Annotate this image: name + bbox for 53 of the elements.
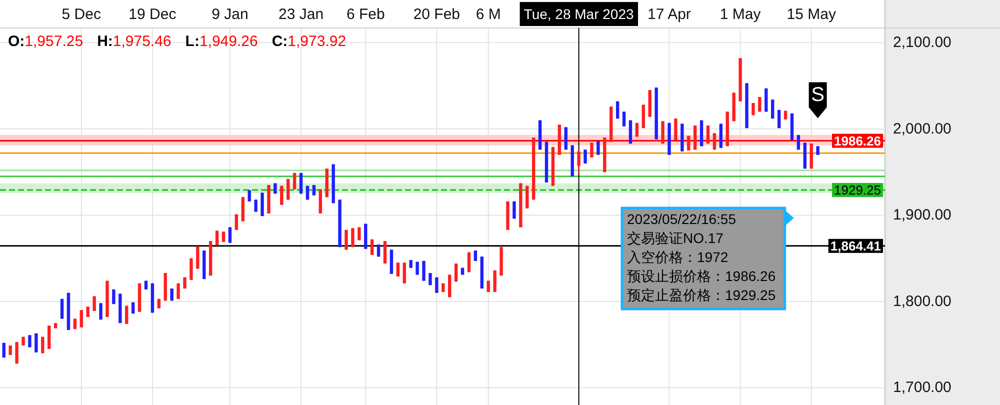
annotation: C:1,973.92 bbox=[272, 33, 346, 50]
x-tick-label: 9 Jan bbox=[212, 6, 248, 23]
candlestick bbox=[312, 184, 316, 196]
candlestick bbox=[254, 198, 258, 213]
candlestick bbox=[590, 142, 594, 158]
candlestick bbox=[712, 132, 716, 150]
candlestick bbox=[376, 244, 380, 258]
x-tick-label: 6 Feb bbox=[346, 6, 385, 23]
annotation: O:1,957.25 bbox=[8, 33, 84, 50]
candlestick bbox=[454, 262, 458, 282]
candlestick bbox=[622, 110, 626, 128]
candlestick bbox=[752, 102, 755, 116]
candlestick bbox=[92, 296, 96, 312]
x-tick-label: 15 May bbox=[786, 6, 836, 23]
candlestick bbox=[396, 262, 400, 278]
candlestick bbox=[771, 98, 774, 120]
ref-line-label: 1,864.41 bbox=[830, 238, 881, 254]
x-tick-label: 19 Dec bbox=[128, 6, 177, 23]
candlestick bbox=[474, 250, 478, 262]
candlestick bbox=[280, 185, 284, 206]
y-tick-label: 2,000.00 bbox=[893, 120, 952, 138]
y-tick-label: 1,800.00 bbox=[893, 292, 952, 310]
annotation: H:1,975.46 bbox=[97, 33, 172, 50]
candlestick bbox=[28, 334, 32, 348]
candlestick bbox=[215, 230, 219, 246]
candlestick bbox=[234, 214, 238, 231]
ref-line-label: 1986.26 bbox=[834, 133, 881, 148]
y-tick-label: 1,700.00 bbox=[893, 379, 952, 396]
x-tick-label: 17 Apr bbox=[648, 6, 691, 23]
ref-line-label: 1929.25 bbox=[834, 182, 881, 198]
candlestick bbox=[292, 172, 296, 190]
candlestick bbox=[435, 276, 438, 294]
candlestick bbox=[170, 288, 174, 302]
candlestick bbox=[222, 230, 226, 243]
candlestick bbox=[370, 238, 374, 256]
annotation: S bbox=[811, 84, 824, 106]
candlestick bbox=[228, 226, 232, 244]
y-tick-label: 1,900.00 bbox=[893, 206, 952, 224]
candlestick bbox=[383, 240, 387, 264]
x-tick-label: 20 Feb bbox=[413, 6, 460, 23]
annotation: L:1,949.26 bbox=[185, 33, 258, 50]
candlestick bbox=[99, 302, 102, 320]
x-tick-label: 6 M bbox=[476, 6, 501, 23]
candlestick bbox=[758, 96, 762, 112]
x-tick-label: 1 May bbox=[720, 6, 762, 23]
y-tick-label: 2,100.00 bbox=[893, 34, 952, 52]
x-tick-label: 5 Dec bbox=[62, 6, 102, 23]
candlestick bbox=[577, 149, 580, 174]
candlestick bbox=[248, 189, 251, 202]
annotation: 2023/05/22/16:55 交易验证NO.17 入空价格：1972 预设止损价格：1986.26 预定止盈价格：1929.25 bbox=[627, 211, 776, 303]
candlestick bbox=[176, 282, 180, 300]
x-tick-label: Tue, 28 Mar 2023 bbox=[524, 6, 634, 22]
x-tick-label: 23 Jan bbox=[278, 6, 324, 23]
